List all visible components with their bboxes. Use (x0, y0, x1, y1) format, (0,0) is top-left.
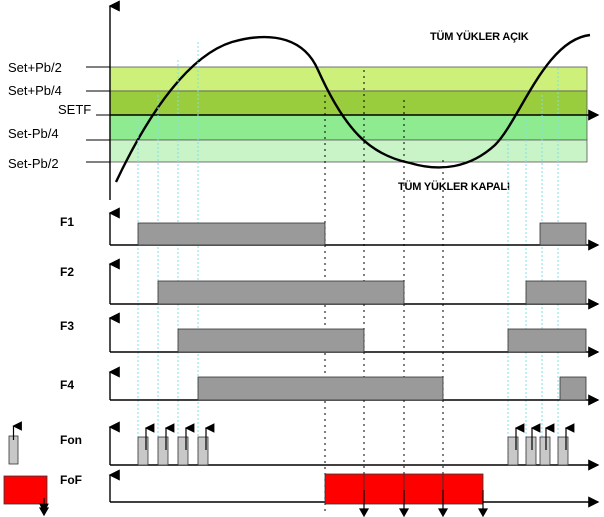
fon-pulse-arrows (144, 423, 575, 450)
row-label-f2: F2 (60, 265, 74, 279)
band-setf (109, 90, 588, 116)
row-label-f4: F4 (60, 378, 74, 392)
row-f4: F4 (60, 366, 600, 406)
row-label-f1: F1 (60, 215, 74, 229)
f4-bar-2 (559, 376, 587, 401)
annotation-all-loads-off: TÜM YÜKLER KAPALI (398, 180, 510, 193)
band-leader-lines (86, 66, 110, 163)
band-top (109, 66, 588, 92)
temperature-curve (114, 33, 591, 183)
fof-legend-block (3, 475, 49, 514)
f3-bar-1 (177, 328, 365, 353)
band-mid (109, 114, 588, 141)
row-label-fof: FoF (60, 473, 82, 487)
fof-pulses (324, 473, 484, 505)
fon-pulses (137, 436, 569, 466)
row-label-fon: Fon (60, 433, 82, 447)
annotation-all-loads-on: TÜM YÜKLER AÇIK (430, 30, 529, 43)
label-set-plus-pb4: Set+Pb/4 (8, 83, 62, 98)
label-set-minus-pb4: Set-Pb/4 (8, 126, 59, 141)
row-f1: F1 (60, 207, 600, 251)
f3-bar-2 (507, 328, 587, 353)
row-label-f3: F3 (60, 319, 74, 333)
row-fof: FoF (3, 469, 600, 517)
label-setf: SETF (58, 102, 91, 117)
fof-pulse-arrows (38, 490, 489, 517)
row-f3: F3 (60, 312, 600, 358)
row-fon: Fon (8, 421, 600, 471)
f2-bar-2 (525, 280, 587, 305)
f1-bar-1 (137, 222, 326, 246)
row-f2: F2 (60, 258, 600, 310)
label-set-minus-pb2: Set-Pb/2 (8, 156, 59, 171)
f2-bar-1 (157, 280, 405, 305)
label-set-plus-pb2: Set+Pb/2 (8, 60, 62, 75)
band-low (109, 139, 588, 163)
f4-bar-1 (197, 376, 444, 401)
f1-bar-2 (539, 222, 587, 246)
fon-legend-pulse (8, 421, 22, 465)
